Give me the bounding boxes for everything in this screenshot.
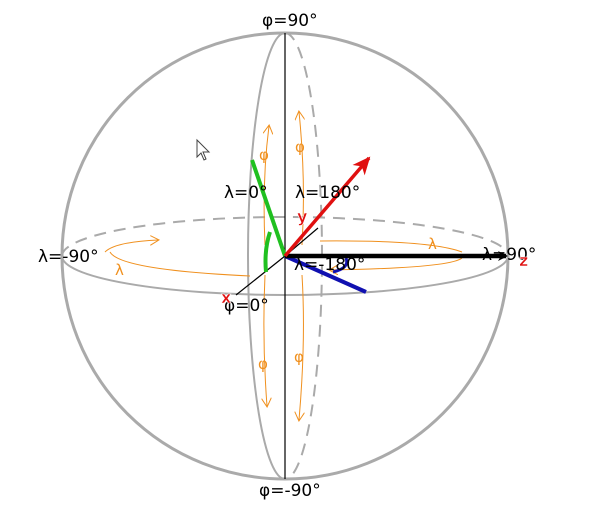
- phi-symbol-front-upper: φ: [259, 146, 269, 164]
- label-lambda-180: λ=180°: [295, 183, 360, 203]
- y-axis-arrow: [283, 156, 371, 258]
- blue-vector: [284, 254, 367, 294]
- label-north-pole: φ=90°: [262, 11, 318, 31]
- axis-label-y: y: [297, 207, 308, 226]
- lambda-symbol-right: λ: [428, 235, 437, 253]
- green-angle-arc: [263, 231, 272, 273]
- label-lambda-minus-180: λ=-180°: [294, 255, 365, 275]
- phi-guide-front-lower: [264, 274, 267, 406]
- phi-symbol-front-lower: φ: [258, 355, 268, 373]
- phi-guide-front-upper: [264, 126, 269, 246]
- lambda-guide-arc-right-back: [319, 240, 463, 253]
- green-vector: [250, 159, 287, 257]
- mouse-cursor-icon: [196, 138, 211, 161]
- blue-angle-arc: [332, 257, 349, 274]
- x-axis-line: [235, 255, 286, 296]
- phi-guide-back-lower: [299, 274, 303, 420]
- label-east: λ=90°: [482, 245, 536, 265]
- label-lambda-zero: λ=0°: [224, 183, 268, 203]
- phi-guide-back-upper: [299, 112, 303, 246]
- meridian-front: [247, 32, 286, 480]
- lambda-symbol-left: λ: [115, 261, 124, 279]
- phi-symbol-back-lower: φ: [294, 348, 304, 366]
- lambda-guide-arc-back: [104, 240, 158, 253]
- phi-symbol-back-upper: φ: [295, 138, 305, 156]
- lambda-guide-arc-front: [109, 251, 251, 277]
- label-south-pole: φ=-90°: [259, 481, 321, 501]
- label-west: λ=-90°: [38, 247, 99, 267]
- axis-label-z: z: [519, 251, 528, 270]
- label-phi-zero: φ=0°: [224, 296, 269, 316]
- axis-label-x: x: [221, 288, 232, 307]
- lambda-guide-arc-right-front: [330, 257, 463, 270]
